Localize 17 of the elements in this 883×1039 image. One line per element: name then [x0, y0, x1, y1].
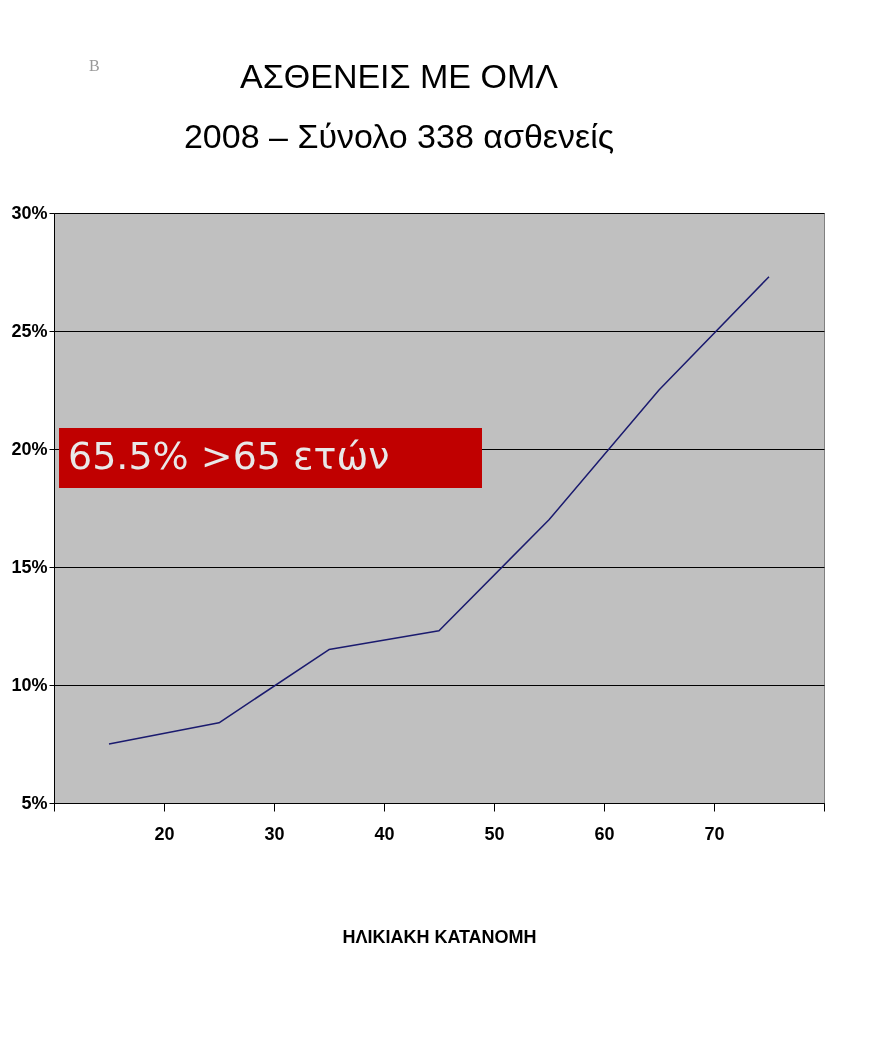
y-tick-label: 20%	[11, 438, 48, 459]
x-tick-label: 50	[484, 823, 505, 844]
x-tick-label: 20	[154, 823, 175, 844]
y-tick-label: 10%	[11, 674, 48, 695]
x-tick-label: 60	[594, 823, 615, 844]
text: 2008 – Σύνολο 338 ασθενείς	[183, 117, 615, 155]
x-axis-title: ΗΛΙΚΙΑΚΗ ΚΑΤΑΝΟΜΗ	[342, 926, 537, 947]
y-tick-label: 30%	[11, 202, 48, 223]
x-tick-label: 70	[704, 823, 725, 844]
y-tick-label: 25%	[11, 320, 48, 341]
text: B	[89, 57, 100, 74]
text: ΑΣΘΕΝΕΙΣ ΜΕ ΟΜΛ	[240, 57, 558, 95]
y-tick-label: 5%	[21, 792, 48, 813]
y-tick-label: 15%	[11, 556, 48, 577]
x-tick-label: 30	[264, 823, 285, 844]
annotation: 65.5% >65 ετών	[68, 434, 390, 478]
x-tick-label: 40	[374, 823, 395, 844]
